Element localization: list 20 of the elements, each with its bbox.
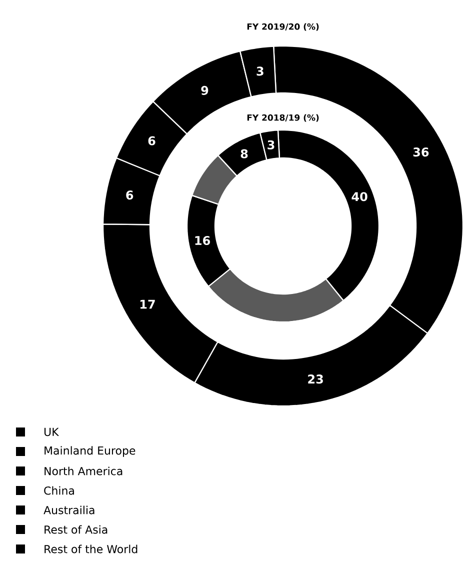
slice-label: FY 2019/20 (%) [248,23,319,31]
legend-label: North America [44,466,122,476]
slice-label: FY 2018/19 (%) [248,114,319,122]
data-label: 6 [148,136,156,146]
data-label: 23 [308,374,324,384]
data-label: 9 [201,86,208,95]
data-label: 16 [196,236,210,246]
legend-label: Austrailia [44,506,94,514]
legend-label: China [44,486,74,495]
data-label: 3 [256,66,264,76]
data-label: 3 [268,140,274,150]
data-label: 8 [241,149,248,158]
data-label: 36 [414,148,429,157]
legend-label: UK [44,428,60,436]
data-label: 17 [140,300,156,309]
data-label: 6 [126,190,134,200]
legend-label: Mainland Europe [44,446,136,457]
data-label: 40 [352,192,368,202]
legend-label: Rest of the World [44,544,138,554]
legend-label: Rest of Asia [44,525,108,534]
